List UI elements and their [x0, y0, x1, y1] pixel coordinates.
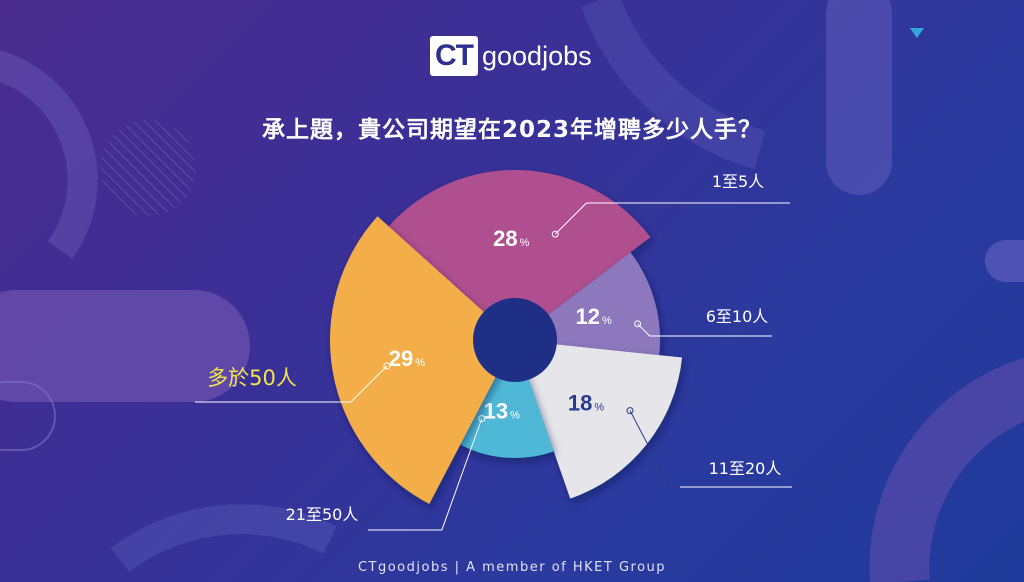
footer-text: CTgoodjobs | A member of HKET Group [357, 560, 667, 575]
leader-dot [478, 415, 486, 423]
leader-dot [634, 320, 642, 328]
leader-line [637, 323, 772, 337]
pie-slice [460, 340, 554, 458]
leader-line [554, 202, 790, 235]
leader-dot [551, 230, 559, 238]
slice-category-label: 6至10人 [706, 307, 769, 326]
leader-line [368, 418, 483, 531]
slice-value-label: 18% [568, 391, 604, 416]
leader-line [195, 365, 388, 403]
slice-category-label: 1至5人 [712, 172, 764, 191]
ctgoodjobs-logo: CT goodjobs [430, 34, 592, 78]
slice-category-label: 多於50人 [207, 366, 297, 390]
logo-word: goodjobs [482, 40, 592, 71]
slice-category-label: 11至20人 [709, 459, 782, 478]
leader-dot [626, 407, 634, 415]
pie-slice [329, 216, 515, 504]
donut-hole [473, 298, 557, 382]
pie-slice [515, 340, 683, 499]
logo-mark: CT [430, 36, 478, 76]
pie-slice [388, 170, 651, 340]
leader-dot [383, 362, 391, 370]
slice-category-label: 21至50人 [286, 505, 359, 524]
chart-title: 承上題，貴公司期望在2023年增聘多少人手？ [261, 117, 762, 143]
